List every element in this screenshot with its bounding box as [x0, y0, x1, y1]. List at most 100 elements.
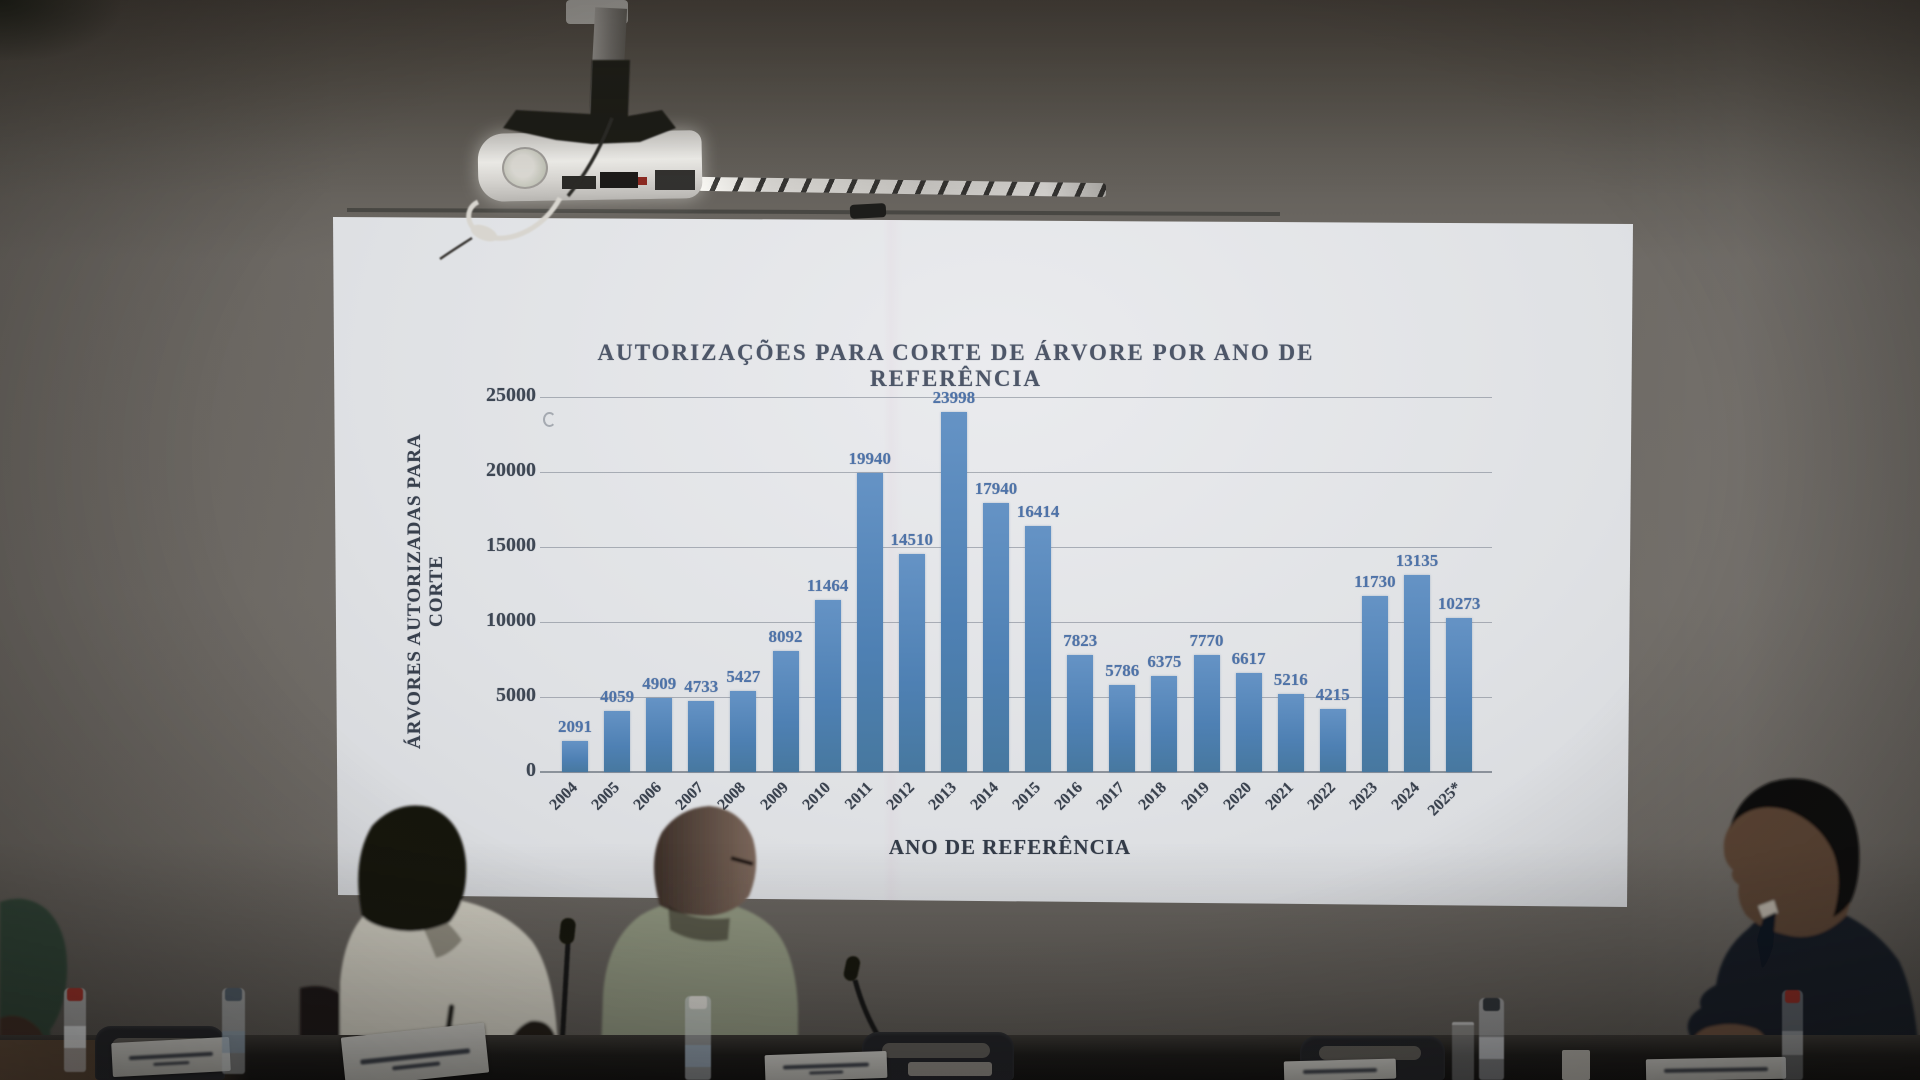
gridline	[540, 696, 1492, 698]
bar-value-label: 23998	[932, 388, 976, 408]
bar	[1361, 596, 1388, 772]
bar-value-label: 11464	[806, 576, 849, 596]
x-axis-title: ANO DE REFERÊNCIA	[888, 835, 1132, 859]
bottle-label	[1479, 1037, 1504, 1059]
bar-value-label: 5216	[1273, 669, 1308, 689]
man-suit-hair	[1730, 778, 1860, 917]
bottle-label	[685, 1044, 711, 1067]
bar	[646, 698, 673, 772]
bar	[1235, 672, 1262, 772]
bar-value-label: 4059	[600, 687, 635, 707]
bar	[1404, 574, 1430, 772]
man-bald-torso	[600, 899, 798, 1080]
water-bottle	[64, 988, 86, 1072]
bottle-cap	[1785, 990, 1800, 1003]
name-plate	[764, 1050, 888, 1080]
bar-value-label: 6375	[1147, 652, 1182, 672]
bottle-label	[64, 1025, 86, 1048]
bottle-cap	[1482, 998, 1501, 1011]
bar-value-label: 16414	[1016, 501, 1060, 521]
projection-artifact	[543, 412, 556, 427]
bar-value-label: 7770	[1189, 631, 1224, 651]
cable-tail	[439, 236, 473, 261]
bar	[814, 600, 841, 772]
projector-port	[655, 170, 695, 190]
bar	[856, 472, 883, 772]
water-bottle	[1782, 990, 1803, 1080]
bar	[1109, 685, 1136, 772]
bar	[983, 502, 1009, 772]
chair-slot	[1319, 1046, 1421, 1060]
bottle-label	[222, 1031, 245, 1054]
bar	[688, 701, 715, 772]
y-tick-label: 10000	[486, 609, 536, 631]
bar-value-label: 2091	[558, 716, 592, 736]
pen-in-pocket	[445, 1004, 455, 1032]
chair-slot	[882, 1043, 990, 1058]
white-box	[1562, 1050, 1590, 1080]
x-axis-line	[540, 771, 1492, 773]
projector-indicator	[638, 177, 647, 185]
gridline	[540, 471, 1492, 473]
bar	[730, 690, 757, 772]
gridline	[540, 396, 1492, 398]
microphone-capsule-icon	[559, 918, 576, 945]
name-plate	[1283, 1058, 1397, 1080]
y-tick-label: 25000	[486, 384, 536, 406]
y-tick-label: 15000	[486, 534, 536, 556]
projector-mount	[503, 60, 676, 144]
bar-value-label: 14510	[890, 530, 934, 550]
water-bottle	[222, 988, 245, 1074]
chart-title: AUTORIZAÇÕES PARA CORTE DE ÁRVORE POR AN…	[597, 340, 1315, 391]
y-tick-label: 5000	[496, 684, 536, 706]
bar	[1446, 617, 1473, 772]
bar-value-label: 4215	[1315, 684, 1350, 704]
bar	[1067, 654, 1094, 772]
bottle-cap	[688, 996, 708, 1009]
man-bald-head	[653, 806, 757, 916]
name-plate	[1645, 1056, 1787, 1080]
bar	[1319, 708, 1346, 772]
bar-value-label: 17940	[974, 478, 1018, 498]
bar-value-label: 19940	[848, 448, 891, 468]
bar	[1025, 525, 1052, 772]
bar	[1193, 655, 1220, 772]
bar-value-label: 10273	[1437, 593, 1481, 613]
bar-value-label: 6617	[1231, 648, 1266, 668]
name-plate	[111, 1036, 231, 1078]
gridline	[540, 546, 1492, 548]
man-white-polo-head	[358, 805, 467, 932]
bar-value-label: 5427	[726, 666, 761, 686]
power-cable	[566, 117, 614, 198]
bottle-cap	[67, 988, 83, 1001]
bottle-cap	[225, 988, 242, 1001]
projector-lens-icon	[502, 147, 548, 189]
paper-on-chair	[908, 1062, 992, 1076]
drinking-glass	[1452, 1022, 1474, 1080]
bar-value-label: 13135	[1395, 550, 1439, 570]
water-bottle	[1479, 998, 1504, 1080]
bar-value-label: 8092	[768, 626, 803, 646]
man-suit-face	[1723, 806, 1851, 937]
microphone2-capsule-icon	[843, 956, 861, 981]
bar	[898, 554, 925, 772]
man-bald-neck-shadow	[668, 905, 730, 942]
wall-left-shade	[0, 0, 340, 1080]
bar	[940, 412, 967, 772]
bar	[1277, 693, 1304, 772]
bar	[562, 740, 588, 772]
bottle-label	[1782, 1031, 1803, 1055]
bar-value-label: 4733	[684, 677, 719, 696]
water-bottle	[685, 996, 711, 1080]
bar-value-label: 11730	[1354, 572, 1396, 592]
bar-value-label: 4909	[642, 674, 677, 694]
bar-value-label: 5786	[1105, 661, 1140, 681]
bar	[772, 650, 799, 772]
bar	[604, 711, 631, 772]
y-tick-label: 20000	[486, 459, 536, 481]
projector-port	[600, 172, 638, 188]
cable-connector	[470, 224, 498, 242]
